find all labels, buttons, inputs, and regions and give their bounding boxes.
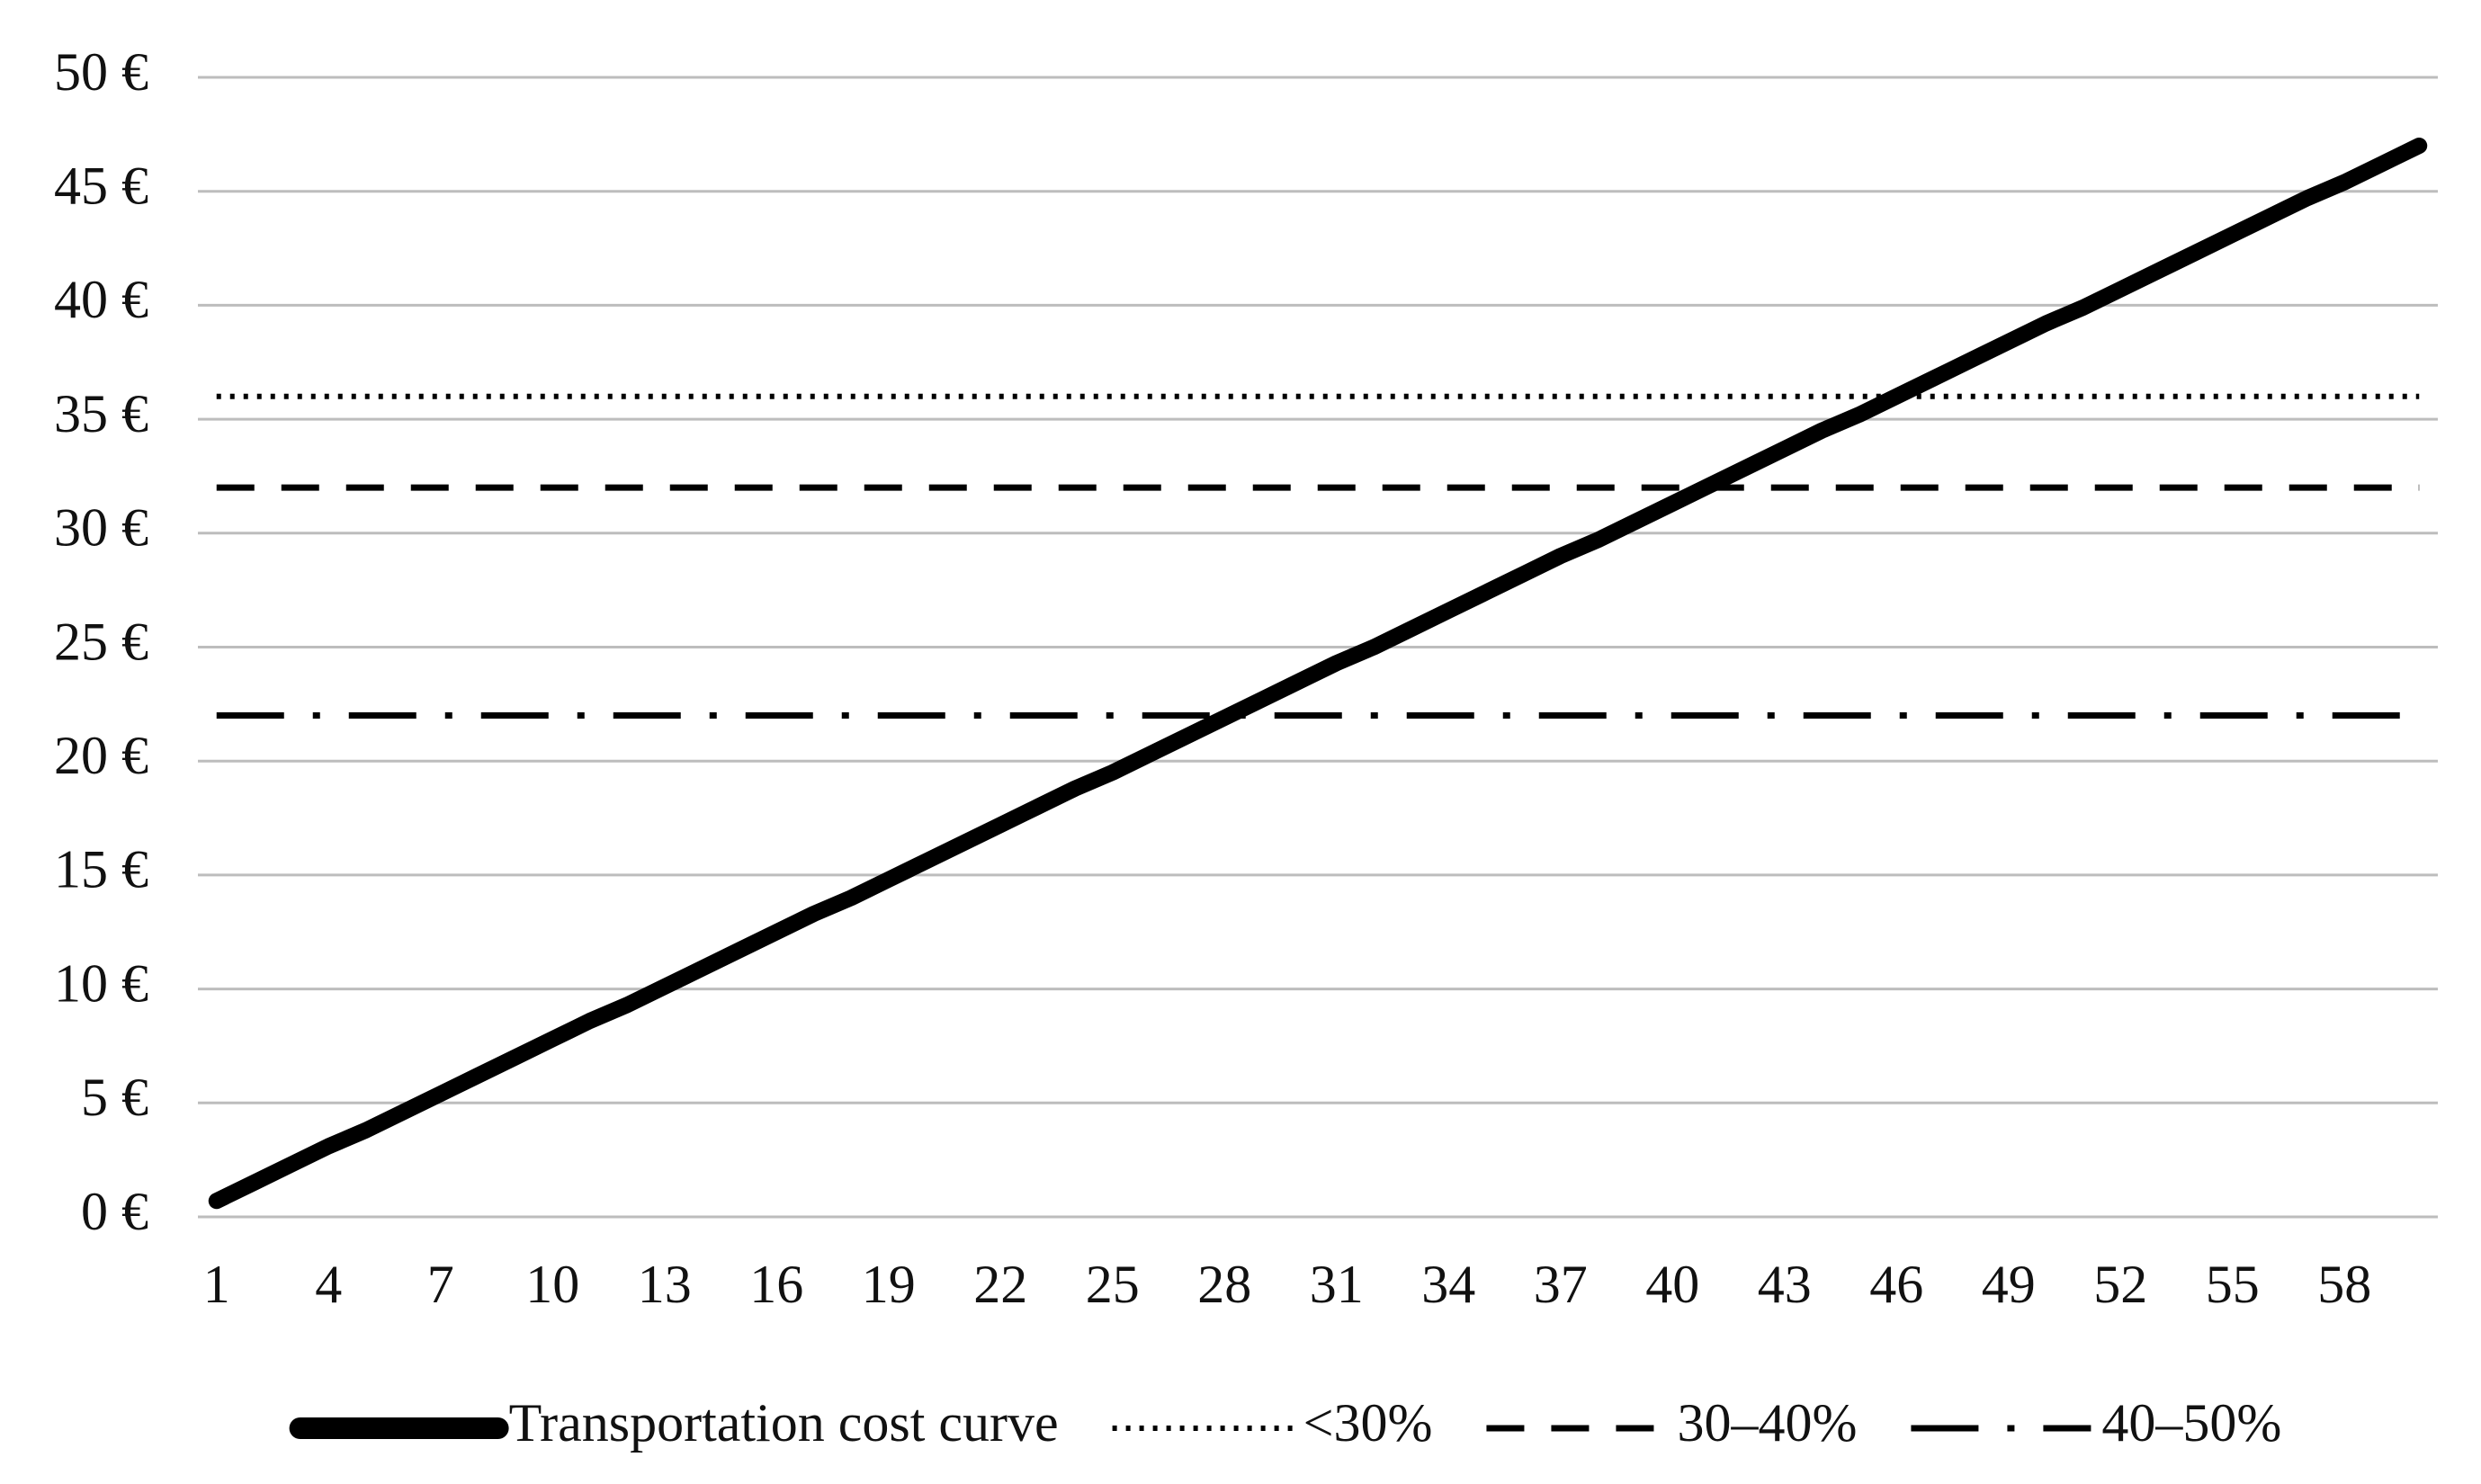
x-tick-label: 37 — [1534, 1255, 1588, 1314]
y-tick-label: 15 € — [54, 840, 148, 899]
x-tick-label: 52 — [2093, 1255, 2147, 1314]
y-tick-label: 5 € — [81, 1068, 148, 1127]
x-tick-label: 22 — [973, 1255, 1027, 1314]
x-tick-label: 4 — [315, 1255, 342, 1314]
x-tick-label: 10 — [525, 1255, 579, 1314]
x-tick-label: 1 — [203, 1255, 230, 1314]
x-tick-label: 13 — [638, 1255, 692, 1314]
y-tick-label: 0 € — [81, 1182, 148, 1241]
legend-label: Transportation cost curve — [509, 1393, 1059, 1453]
x-tick-label: 19 — [862, 1255, 916, 1314]
y-tick-label: 20 € — [54, 726, 148, 785]
x-tick-label: 28 — [1197, 1255, 1251, 1314]
x-tick-label: 40 — [1645, 1255, 1699, 1314]
y-tick-label: 45 € — [54, 156, 148, 215]
x-tick-label: 7 — [427, 1255, 454, 1314]
x-tick-label: 25 — [1086, 1255, 1140, 1314]
y-tick-label: 10 € — [54, 953, 148, 1013]
y-tick-label: 35 € — [54, 384, 148, 443]
x-tick-label: 49 — [1982, 1255, 2036, 1314]
legend-label: 40–50% — [2101, 1393, 2281, 1453]
y-tick-label: 40 € — [54, 270, 148, 329]
x-tick-label: 43 — [1758, 1255, 1812, 1314]
legend-label: <30% — [1303, 1393, 1433, 1453]
legend-label: 30–40% — [1677, 1393, 1857, 1453]
series-line — [208, 138, 2428, 1210]
legend: Transportation cost curve <30% 30–40% 40–50… — [289, 1393, 2281, 1453]
x-tick-label: 55 — [2206, 1255, 2260, 1314]
x-tick-label: 16 — [749, 1255, 803, 1314]
x-tick-label: 46 — [1869, 1255, 1923, 1314]
x-tick-label: 31 — [1310, 1255, 1364, 1314]
y-tick-label: 30 € — [54, 498, 148, 558]
y-tick-label: 25 € — [54, 612, 148, 671]
x-tick-label: 58 — [2317, 1255, 2371, 1314]
x-tick-label: 34 — [1421, 1255, 1475, 1314]
y-tick-label: 50 € — [54, 42, 148, 102]
